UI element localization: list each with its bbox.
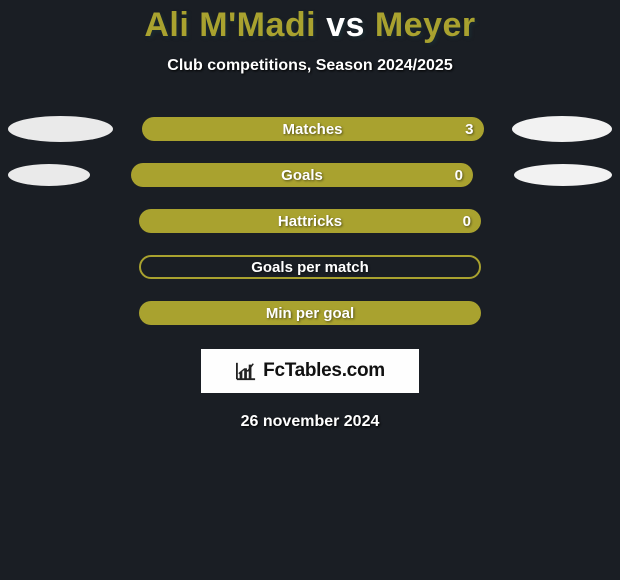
player-left-marker <box>8 116 113 142</box>
stat-row: Goals per match <box>0 255 620 279</box>
stat-label: Matches <box>282 121 342 138</box>
stat-row: Goals 0 <box>0 163 620 187</box>
stat-label: Goals <box>281 167 323 184</box>
stat-row: Matches 3 <box>0 117 620 141</box>
comparison-card: Ali M'Madi vs Meyer Club competitions, S… <box>0 0 620 431</box>
stat-bar: Goals per match <box>139 255 481 279</box>
stat-bar: Goals 0 <box>131 163 473 187</box>
stat-value-right: 0 <box>455 167 463 184</box>
stat-bar: Matches 3 <box>142 117 484 141</box>
stat-label: Hattricks <box>278 213 342 230</box>
stat-value-right: 0 <box>463 213 471 230</box>
stat-value-right: 3 <box>465 121 473 138</box>
fctables-logo[interactable]: FcTables.com <box>201 349 419 393</box>
logo-text: FcTables.com <box>263 360 385 382</box>
stat-bar: Min per goal <box>139 301 481 325</box>
stat-label: Goals per match <box>251 259 369 276</box>
stat-rows: Matches 3 Goals 0 Hattricks 0 Goals per match M… <box>0 117 620 325</box>
player-right-marker <box>514 164 612 186</box>
title-vs: vs <box>316 6 375 44</box>
title-right: Meyer <box>375 6 476 44</box>
date-text: 26 november 2024 <box>241 413 380 431</box>
title-left: Ali M'Madi <box>144 6 316 44</box>
player-left-marker <box>8 164 90 186</box>
chart-icon <box>235 361 257 381</box>
stat-row: Hattricks 0 <box>0 209 620 233</box>
stat-row: Min per goal <box>0 301 620 325</box>
stat-bar: Hattricks 0 <box>139 209 481 233</box>
subtitle: Club competitions, Season 2024/2025 <box>167 57 452 75</box>
player-right-marker <box>512 116 612 142</box>
page-title: Ali M'Madi vs Meyer <box>144 6 475 45</box>
stat-label: Min per goal <box>266 305 354 322</box>
